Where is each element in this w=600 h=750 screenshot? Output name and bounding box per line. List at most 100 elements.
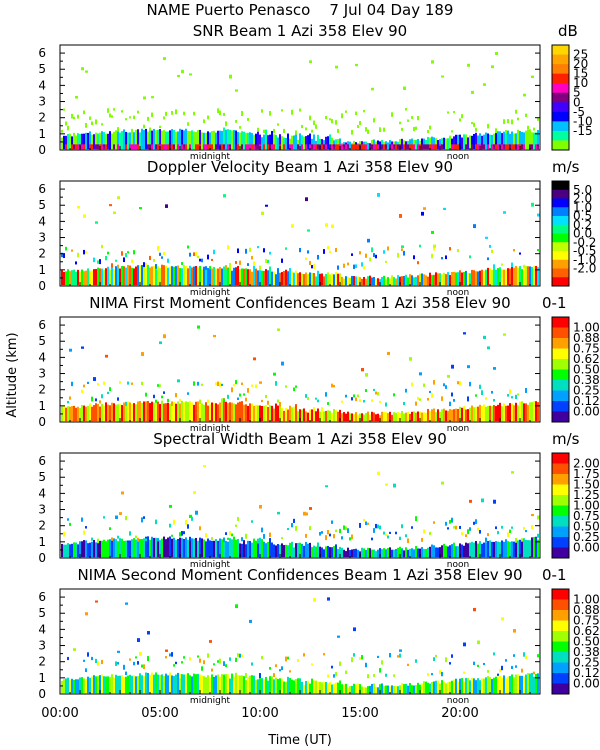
- echo-surface: [253, 144, 255, 150]
- echo-column: [67, 543, 69, 558]
- echo-column: [233, 536, 235, 558]
- echo-speck: [125, 401, 127, 406]
- echo-surface: [197, 144, 199, 150]
- echo-column: [279, 272, 281, 286]
- echo-column: [95, 132, 97, 150]
- echo-column: [505, 269, 507, 286]
- echo-column: [145, 672, 147, 694]
- echo-speck: [431, 673, 433, 676]
- echo-column: [351, 275, 353, 286]
- echo-speck: [99, 259, 101, 265]
- echo-speck: [329, 250, 331, 254]
- echo-speck: [523, 93, 526, 97]
- echo-column: [143, 401, 145, 422]
- echo-column: [349, 686, 351, 694]
- echo-column: [531, 266, 533, 286]
- echo-speck: [355, 111, 357, 116]
- colorbar-segment: [552, 547, 569, 559]
- echo-column: [415, 276, 417, 286]
- echo-column: [189, 400, 191, 422]
- echo-column: [305, 136, 307, 150]
- echo-column: [503, 541, 505, 558]
- echo-speck: [441, 671, 443, 677]
- colorbar-segment: [552, 652, 569, 663]
- echo-column: [415, 139, 417, 150]
- echo-column: [63, 544, 65, 558]
- echo-speck: [225, 664, 227, 668]
- echo-surface: [113, 144, 115, 150]
- echo-column: [243, 676, 245, 694]
- echo-column: [115, 539, 117, 558]
- echo-column: [337, 273, 339, 286]
- echo-column: [441, 274, 443, 286]
- echo-speck: [453, 398, 455, 402]
- echo-surface: [451, 144, 453, 150]
- colorbar-label: 0.88: [573, 603, 600, 617]
- echo-speck: [463, 671, 465, 674]
- echo-column: [153, 537, 155, 558]
- echo-column: [265, 543, 267, 558]
- echo-speck: [83, 249, 85, 255]
- echo-surface: [313, 144, 315, 150]
- echo-surface: [283, 144, 285, 150]
- echo-speck: [223, 398, 225, 402]
- echo-column: [453, 409, 455, 422]
- echo-column: [95, 676, 97, 694]
- echo-column: [327, 410, 329, 422]
- echo-column: [201, 403, 203, 422]
- echo-column: [75, 135, 77, 150]
- echo-speck: [313, 598, 316, 602]
- echo-column: [351, 413, 353, 422]
- echo-surface: [361, 144, 363, 150]
- echo-speck: [85, 612, 88, 616]
- echo-column: [219, 130, 221, 150]
- echo-column: [81, 404, 83, 422]
- echo-column: [461, 678, 463, 694]
- echo-speck: [199, 658, 201, 663]
- echo-column: [345, 276, 347, 286]
- echo-column: [85, 678, 87, 694]
- echo-column: [467, 543, 469, 558]
- echo-speck: [189, 73, 192, 76]
- echo-speck: [63, 253, 65, 258]
- echo-speck: [229, 657, 231, 661]
- colorbar-segment: [552, 251, 569, 261]
- echo-column: [77, 544, 79, 558]
- echo-column: [287, 545, 289, 558]
- echo-column: [87, 132, 89, 150]
- echo-column: [425, 681, 427, 694]
- echo-surface: [537, 144, 539, 150]
- echo-surface: [507, 144, 509, 150]
- echo-speck: [327, 529, 329, 535]
- echo-speck: [281, 537, 283, 540]
- echo-speck: [101, 123, 103, 126]
- echo-column: [289, 542, 291, 558]
- echo-speck: [321, 531, 323, 534]
- echo-column: [515, 265, 517, 286]
- echo-column: [517, 540, 519, 558]
- echo-surface: [135, 144, 137, 150]
- echo-column: [133, 268, 135, 286]
- echo-column: [453, 679, 455, 694]
- echo-column: [105, 676, 107, 694]
- echo-column: [495, 406, 497, 422]
- echo-column: [333, 274, 335, 286]
- echo-column: [439, 411, 441, 422]
- echo-column: [393, 549, 395, 558]
- echo-speck: [459, 118, 461, 122]
- echo-column: [521, 540, 523, 558]
- echo-surface: [125, 144, 127, 150]
- echo-speck: [483, 335, 486, 340]
- echo-column: [403, 684, 405, 694]
- echo-speck: [67, 518, 69, 521]
- echo-column: [137, 676, 139, 694]
- echo-column: [339, 138, 341, 150]
- echo-column: [355, 548, 357, 558]
- echo-speck: [145, 538, 147, 542]
- echo-speck: [121, 110, 123, 113]
- echo-column: [459, 134, 461, 150]
- echo-speck: [525, 656, 527, 660]
- echo-column: [339, 273, 341, 286]
- echo-column: [89, 677, 91, 694]
- echo-column: [439, 547, 441, 558]
